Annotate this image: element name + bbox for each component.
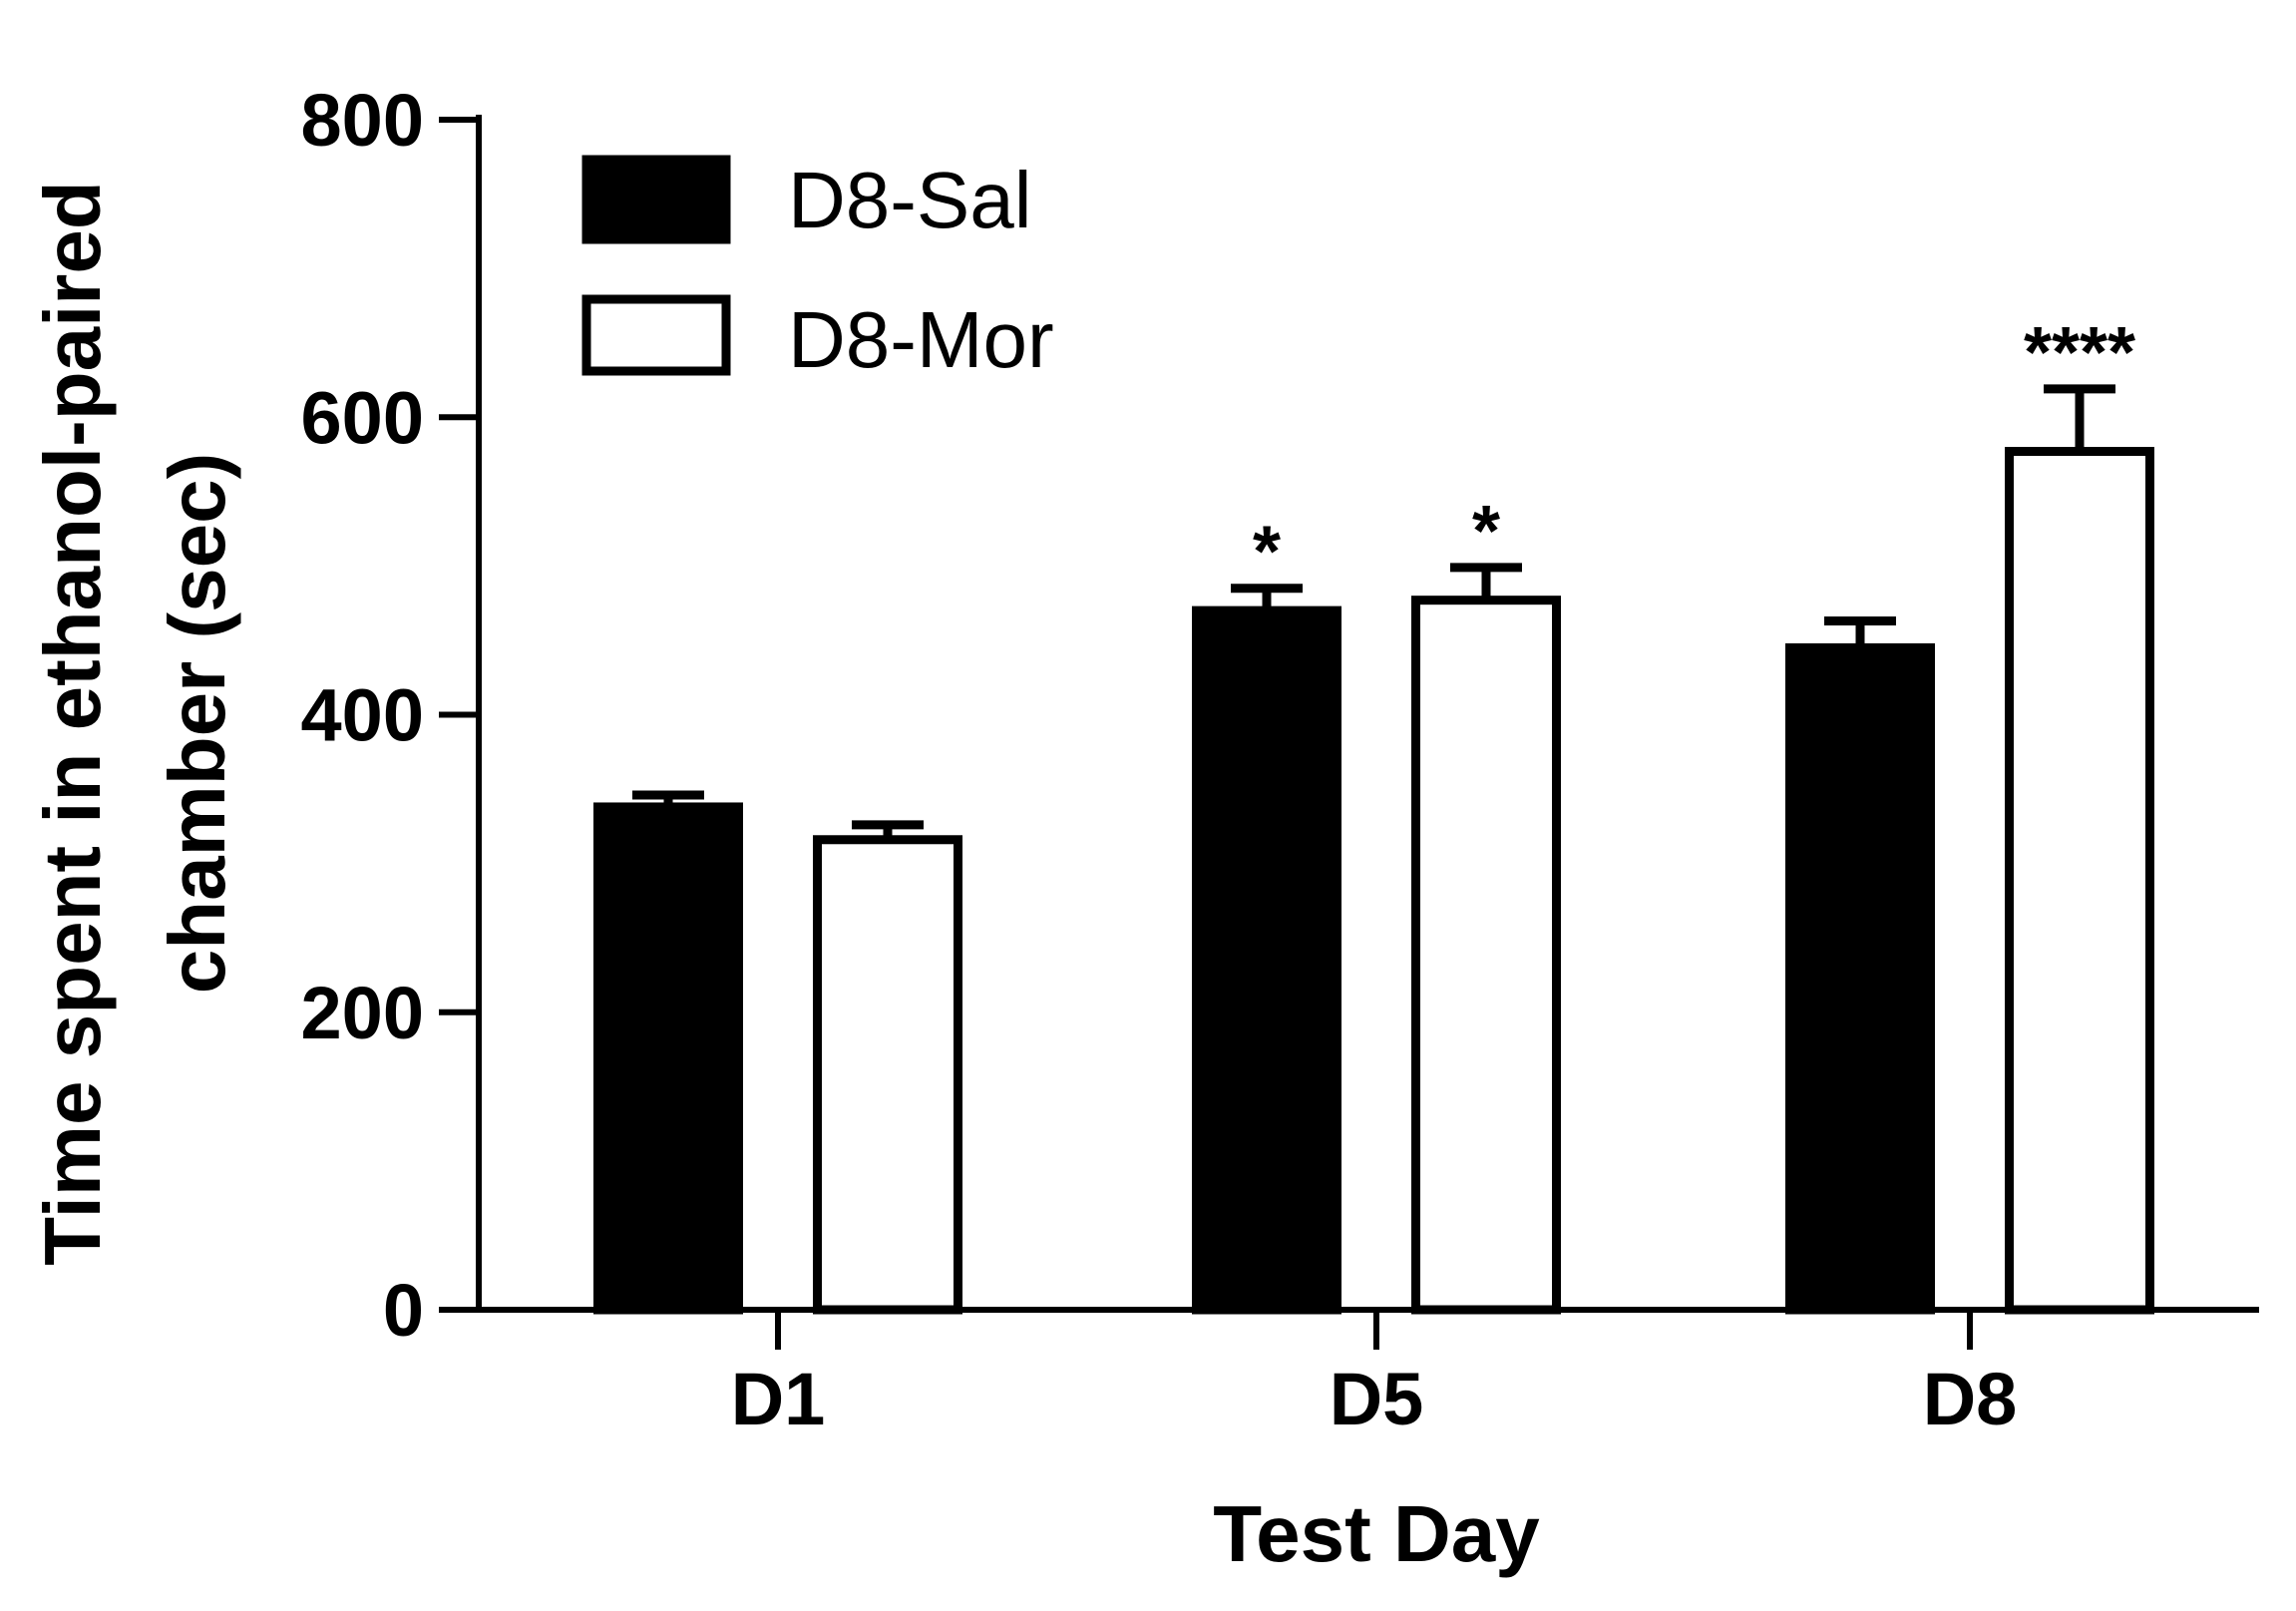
legend-label-d8-sal: D8-Sal [788,156,1032,244]
legend-swatch-d8-sal [581,155,731,244]
x-tick-label-d8: D8 [1923,1358,2018,1440]
bar-d8-sal-d5 [1192,605,1341,1315]
x-tick-label-d5: D5 [1330,1358,1424,1440]
significance-mark-0: * [1253,513,1281,593]
legend: D8-Sal D8-Mor [581,155,1054,384]
y-tick-label-0: 0 [383,1269,424,1352]
legend-swatch-d8-mor [581,294,731,376]
bar-d8-mor-d1 [813,835,962,1315]
y-axis-title-line-2: chamber (sec) [153,453,241,994]
significance-mark-2: **** [2024,313,2135,393]
bar-d8-mor-d5 [1411,596,1561,1315]
bar-d8-sal-d1 [593,802,743,1315]
y-tick-label-400: 400 [301,674,424,757]
x-axis-title: Test Day [1213,1489,1540,1578]
y-tick-label-200: 200 [301,972,424,1054]
legend-label-d8-mor: D8-Mor [788,295,1054,384]
bar-d8-sal-d8 [1785,642,1935,1315]
significance-mark-1: * [1472,492,1500,572]
y-tick-label-600: 600 [301,376,424,459]
y-tick-label-800: 800 [301,79,424,162]
x-tick-label-d1: D1 [731,1358,826,1440]
y-axis-title-line-1: Time spent in ethanol-paired [28,181,117,1266]
bar-d8-mor-d8 [2005,447,2154,1315]
